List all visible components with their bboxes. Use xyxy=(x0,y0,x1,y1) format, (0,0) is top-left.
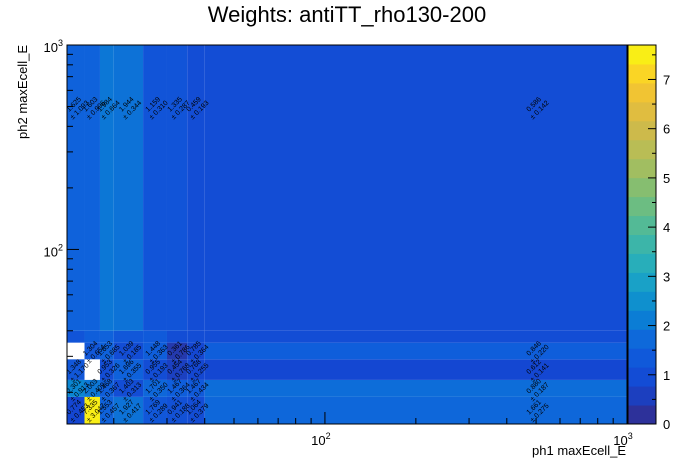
heatmap-cell xyxy=(113,342,144,360)
colorbar-band xyxy=(628,120,656,141)
colorbar-band xyxy=(628,310,656,330)
y-tick-label: 102 xyxy=(44,242,63,259)
y-tick-label: 103 xyxy=(44,38,63,55)
heatmap-cell xyxy=(166,342,188,360)
colorbar-band xyxy=(628,177,656,198)
heatmap-cell xyxy=(113,396,144,424)
colorbar-band xyxy=(628,101,656,122)
heatmap-cell xyxy=(143,359,167,380)
heatmap-cell xyxy=(187,359,205,380)
heatmap-cell xyxy=(99,45,114,331)
plot-frame xyxy=(66,44,628,425)
colorbar-tick-label: 1 xyxy=(663,368,670,383)
colorbar-tick-label: 6 xyxy=(663,122,670,137)
chart-title: Weights: antiTT_rho130-200 xyxy=(208,2,486,27)
heatmap-cell xyxy=(84,45,100,331)
x-tick-label: 103 xyxy=(613,431,632,448)
heatmap-cell xyxy=(99,396,114,424)
heatmap-cell xyxy=(204,379,628,397)
colorbar-tick-label: 4 xyxy=(663,220,670,235)
colorbar-band xyxy=(628,82,656,103)
heatmap-cell xyxy=(99,342,114,360)
colorbar-tick-label: 5 xyxy=(663,171,670,186)
heatmap-cell xyxy=(187,396,205,424)
heatmap-cell xyxy=(204,342,628,360)
heatmap-cell xyxy=(99,379,114,397)
x-tick-label: 102 xyxy=(311,431,330,448)
heatmap-cell xyxy=(113,330,144,343)
heatmap-cell xyxy=(84,379,100,397)
heatmap-cell xyxy=(84,396,100,424)
colorbar-band xyxy=(628,234,656,254)
heatmap-cell xyxy=(67,330,85,343)
colorbar-band xyxy=(628,329,656,349)
heatmap-cell xyxy=(166,359,188,380)
heatmap-cell xyxy=(187,330,205,343)
heatmap-cell xyxy=(84,330,100,343)
colorbar-band xyxy=(628,158,656,179)
heatmap-cell xyxy=(84,342,100,360)
heatmap-cell xyxy=(143,45,167,331)
heatmap-cell xyxy=(99,359,114,380)
heatmap-cells xyxy=(67,45,628,424)
heatmap-cell xyxy=(67,359,85,380)
heatmap-cell xyxy=(204,330,628,343)
colorbar-tick-label: 3 xyxy=(663,269,670,284)
colorbar-band xyxy=(628,291,656,311)
x-axis-label: ph1 maxEcell_E xyxy=(532,443,626,458)
colorbar-frame xyxy=(627,44,657,425)
colorbar-band xyxy=(628,215,656,235)
colorbar-band xyxy=(628,367,656,387)
heatmap-cell xyxy=(113,45,144,331)
colorbar-band xyxy=(628,386,656,406)
heatmap-cell xyxy=(143,342,167,360)
heatmap-cell xyxy=(67,396,85,424)
axes: 102 103 102 103 xyxy=(44,38,633,448)
heatmap-cell xyxy=(187,342,205,360)
heatmap-cell xyxy=(99,330,114,343)
heatmap-cell xyxy=(187,379,205,397)
heatmap-cell xyxy=(187,45,205,331)
colorbar-band xyxy=(628,63,656,84)
colorbar-tick-label: 7 xyxy=(663,72,670,87)
colorbar-band xyxy=(628,405,656,425)
colorbar-band xyxy=(628,272,656,292)
colorbar: 0 1 2 3 4 5 6 7 xyxy=(627,44,670,432)
heatmap-cell xyxy=(143,330,167,343)
heatmap-cell xyxy=(166,396,188,424)
heatmap-cell xyxy=(166,45,188,331)
heatmap-cell xyxy=(143,379,167,397)
heatmap-cell xyxy=(166,330,188,343)
heatmap-cell xyxy=(204,359,628,380)
y-axis-label: ph2 maxEcell_E xyxy=(15,45,30,139)
heatmap-cell xyxy=(113,379,144,397)
colorbar-band xyxy=(628,196,656,217)
heatmap-cell xyxy=(143,396,167,424)
colorbar-band xyxy=(628,348,656,368)
heatmap-cell xyxy=(67,45,85,331)
heatmap-cell xyxy=(204,45,628,331)
colorbar-tick-label: 0 xyxy=(663,417,670,432)
colorbar-tick-label: 2 xyxy=(663,319,670,334)
colorbar-band xyxy=(628,45,656,65)
colorbar-band xyxy=(628,253,656,273)
heatmap-cell xyxy=(166,379,188,397)
colorbar-band xyxy=(628,139,656,160)
heatmap-cell xyxy=(113,359,144,380)
